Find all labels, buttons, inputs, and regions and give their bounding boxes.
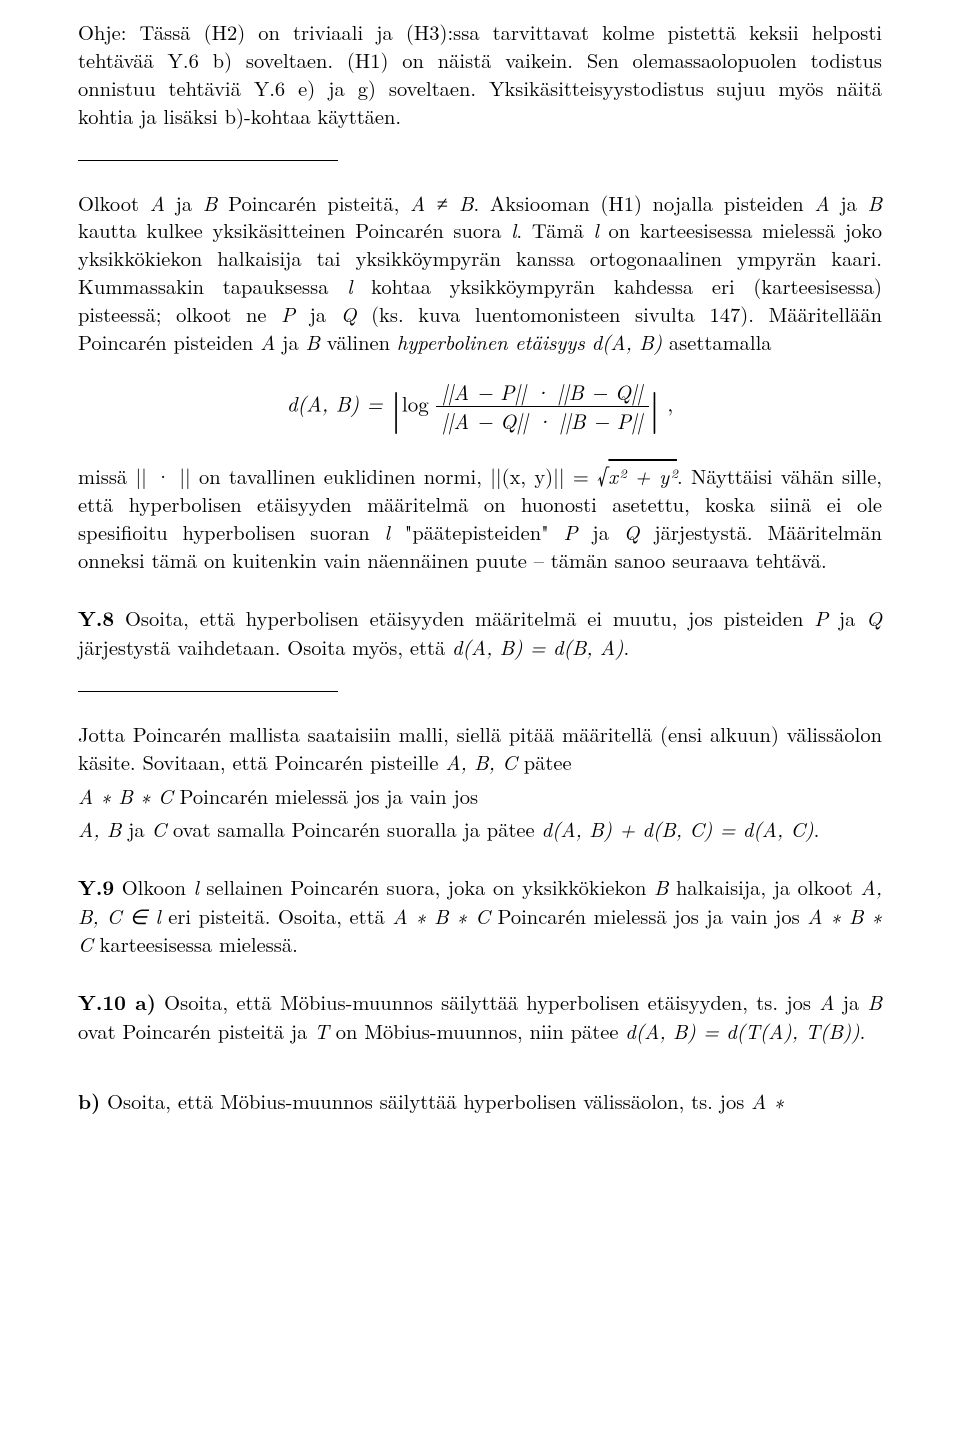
text: . bbox=[860, 1016, 866, 1045]
var-A: A bbox=[819, 987, 834, 1016]
emph-hyperbolic: hyperbolinen etäisyys bbox=[397, 327, 585, 356]
abs-left: | bbox=[390, 377, 402, 436]
text: ja bbox=[165, 188, 203, 217]
spacer bbox=[78, 849, 882, 873]
var-A: A bbox=[260, 327, 275, 356]
var-Q: Q bbox=[866, 603, 882, 632]
text: . Tämä bbox=[516, 215, 593, 244]
text: missä || · || on tavallinen euklidinen n… bbox=[78, 461, 597, 490]
text: ja bbox=[578, 517, 624, 546]
text: Poincarén mielessä jos ja vain jos bbox=[173, 781, 478, 810]
text: järjestystä vaihdetaan. Osoita myös, ett… bbox=[78, 632, 452, 661]
text: eri pisteitä. Osoita, että bbox=[161, 901, 393, 930]
var-P: P bbox=[564, 517, 578, 546]
text: Osoita, että hyperbolisen etäisyyden mää… bbox=[114, 603, 814, 632]
text: ovat samalla Poincarén suoralla ja pätee bbox=[166, 814, 541, 843]
document-page: Ohje: Tässä (H2) on triviaali ja (H3):ss… bbox=[0, 0, 960, 1456]
var-B: B bbox=[306, 327, 320, 356]
mobius-invariance: d(A, B) = d(T(A), T(B)) bbox=[625, 1016, 859, 1045]
text: . bbox=[814, 814, 820, 843]
var-B: B bbox=[203, 188, 217, 217]
spacer bbox=[78, 580, 882, 604]
var-A: A bbox=[814, 188, 829, 217]
var-Q: Q bbox=[341, 299, 357, 328]
text: Osoita, että Möbius-muunnos säilyttää hy… bbox=[156, 987, 819, 1016]
eq-lhs: d(A, B) = bbox=[287, 388, 390, 418]
text: Osoita, että Möbius-muunnos säilyttää hy… bbox=[100, 1086, 751, 1115]
var-Q: Q bbox=[624, 517, 640, 546]
text: Poincarén pisteitä, bbox=[217, 188, 410, 217]
text: pätee bbox=[517, 747, 572, 776]
text: ovat Poincarén pisteitä ja bbox=[78, 1016, 314, 1045]
text: karteesisessa mielessä. bbox=[93, 929, 298, 958]
fraction: ||A − P|| · ||B − Q|| ||A − Q|| · ||B − … bbox=[436, 378, 649, 436]
numerator: ||A − P|| · ||B − Q|| bbox=[436, 378, 649, 408]
var-B: B bbox=[654, 872, 668, 901]
sqrt-sign: √ bbox=[597, 457, 608, 491]
text: ja bbox=[275, 327, 305, 356]
text: ja bbox=[121, 814, 151, 843]
eq-symmetry: d(A, B) = d(B, A) bbox=[452, 632, 623, 661]
vars-ABC: A, B, C bbox=[445, 747, 517, 776]
var-P: P bbox=[814, 603, 828, 632]
d-AB: d(A, B) bbox=[592, 327, 663, 356]
equation-distance: d(A, B) = |log ||A − P|| · ||B − Q|| ||A… bbox=[78, 378, 882, 436]
a-neq-b: A ≠ B bbox=[410, 188, 473, 217]
section-separator bbox=[78, 160, 338, 161]
exercise-y10b: b) Osoita, että Möbius-muunnos säilyttää… bbox=[78, 1087, 882, 1116]
eq-log: log bbox=[402, 388, 429, 418]
eq-comma: , bbox=[667, 388, 673, 418]
betweenness-def-line1: A ∗ B ∗ C Poincarén mielessä jos ja vain… bbox=[78, 782, 882, 810]
a-star: A ∗ bbox=[751, 1086, 784, 1115]
var-T: T bbox=[314, 1016, 329, 1045]
label-y9: Y.9 bbox=[78, 873, 114, 902]
spacer bbox=[78, 964, 882, 988]
paragraph-setup: Olkoot A ja B Poincarén pisteitä, A ≠ B.… bbox=[78, 189, 882, 356]
var-B: B bbox=[868, 188, 882, 217]
text: . bbox=[624, 632, 630, 661]
text: halkaisija, ja olkoot bbox=[668, 872, 860, 901]
label-y8: Y.8 bbox=[78, 604, 114, 633]
spacer bbox=[78, 1051, 882, 1087]
text: ja bbox=[834, 987, 867, 1016]
label-y10b: b) bbox=[78, 1087, 100, 1116]
text: kautta kulkee yksikäsitteinen Poincarén … bbox=[78, 215, 511, 244]
denominator: ||A − Q|| · ||B − P|| bbox=[436, 407, 649, 436]
text: . Aksiooman (H1) nojalla pisteiden bbox=[473, 188, 814, 217]
exercise-y8: Y.8 Osoita, että hyperbolisen etäisyyden… bbox=[78, 604, 882, 661]
vars-AB: A, B bbox=[78, 814, 121, 843]
exercise-y9: Y.9 Olkoon l sellainen Poincarén suora, … bbox=[78, 873, 882, 958]
text: ja bbox=[830, 188, 868, 217]
abc-star: A ∗ B ∗ C bbox=[78, 781, 173, 810]
distance-sum: d(A, B) + d(B, C) = d(A, C) bbox=[541, 814, 813, 843]
text: asettamalla bbox=[662, 327, 771, 356]
text: Poincarén mielessä jos ja vain jos bbox=[490, 901, 807, 930]
abc-star: A ∗ B ∗ C bbox=[392, 901, 490, 930]
paragraph-betweenness: Jotta Poincarén mallista saataisiin mall… bbox=[78, 720, 882, 776]
text: ja bbox=[295, 299, 341, 328]
text: "päätepisteiden" bbox=[390, 517, 564, 546]
section-separator bbox=[78, 691, 338, 692]
var-P: P bbox=[281, 299, 295, 328]
var-A: A bbox=[150, 188, 165, 217]
sqrt-arg: x² + y² bbox=[608, 461, 677, 490]
text: Olkoot bbox=[78, 188, 150, 217]
text: välinen bbox=[320, 327, 397, 356]
var-C: C bbox=[151, 814, 166, 843]
label-y10a: Y.10 a) bbox=[78, 988, 156, 1017]
text: ja bbox=[828, 603, 866, 632]
exercise-y10a: Y.10 a) Osoita, että Möbius-muunnos säil… bbox=[78, 988, 882, 1045]
abs-right: | bbox=[649, 377, 661, 436]
text: on Möbius-muunnos, niin pätee bbox=[329, 1016, 625, 1045]
paragraph-ohje: Ohje: Tässä (H2) on triviaali ja (H3):ss… bbox=[78, 18, 882, 130]
betweenness-def-line2: A, B ja C ovat samalla Poincarén suorall… bbox=[78, 815, 882, 843]
text: Olkoon bbox=[114, 872, 193, 901]
text: sellainen Poincarén suora, joka on yksik… bbox=[199, 872, 654, 901]
var-B: B bbox=[868, 987, 882, 1016]
paragraph-norm: missä || · || on tavallinen euklidinen n… bbox=[78, 458, 882, 574]
